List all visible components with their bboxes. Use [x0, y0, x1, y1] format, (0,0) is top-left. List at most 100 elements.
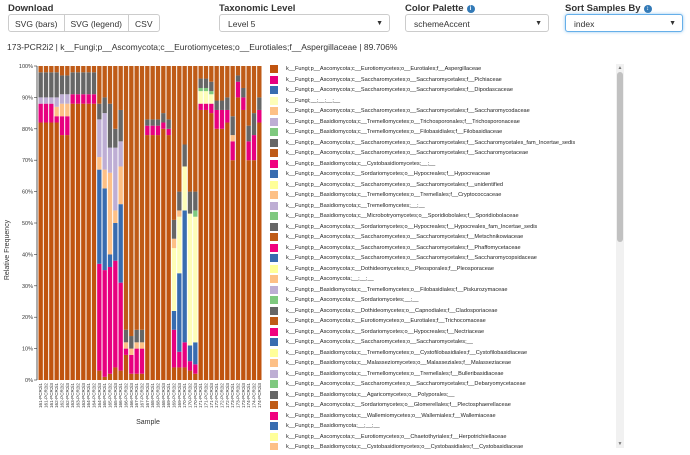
bar-segment[interactable] [70, 66, 75, 73]
bar-segment[interactable] [161, 128, 166, 380]
bar-segment[interactable] [65, 94, 70, 104]
bar-segment[interactable] [118, 141, 123, 167]
bar-segment[interactable] [118, 109, 123, 142]
bar-segment[interactable] [38, 103, 43, 123]
bar-segment[interactable] [102, 270, 107, 377]
bar-segment[interactable] [150, 66, 155, 120]
legend-item[interactable]: k__Fungi;p__Ascomycota;c__Saccharomycete… [270, 106, 530, 116]
bar-segment[interactable] [177, 191, 182, 211]
legend-item[interactable]: k__Fungi;p__Ascomycota;c__Saccharomycete… [270, 180, 503, 190]
bar-segment[interactable] [209, 94, 214, 104]
bar-segment[interactable] [203, 87, 209, 92]
bar-segment[interactable] [193, 66, 198, 192]
bar-segment[interactable] [139, 342, 145, 349]
bar-segment[interactable] [145, 119, 150, 126]
bar-segment[interactable] [118, 204, 123, 283]
bar-segment[interactable] [38, 122, 43, 381]
bar-segment[interactable] [97, 103, 102, 120]
legend-item[interactable]: k__Fungi;p__Basidiomycota;c__Tremellomyc… [270, 285, 507, 295]
color-palette-select[interactable]: schemeAccent ▼ [405, 14, 549, 32]
bar-segment[interactable] [118, 66, 123, 110]
bar-segment[interactable] [81, 103, 86, 381]
bar-segment[interactable] [177, 273, 182, 352]
bar-segment[interactable] [182, 210, 187, 343]
bar-segment[interactable] [161, 66, 166, 114]
legend-item[interactable]: k__Fungi;p__Ascomycota;c__Saccharomycete… [270, 243, 521, 253]
bar-segment[interactable] [155, 135, 161, 380]
legend-item[interactable]: k__Fungi;p__Ascomycota;c__Sordariomycete… [270, 222, 537, 232]
bar-segment[interactable] [225, 97, 230, 110]
bar-segment[interactable] [49, 97, 54, 104]
bar-segment[interactable] [97, 157, 102, 170]
download-svg-bars-button[interactable]: SVG (bars) [8, 14, 65, 32]
legend-item[interactable]: k__Fungi;p__Ascomycota;c__Eurotiomycetes… [270, 432, 506, 442]
bar-segment[interactable] [134, 329, 139, 343]
bar-segment[interactable] [123, 348, 129, 355]
bar-segment[interactable] [65, 135, 70, 380]
legend-item[interactable]: k__Fungi;p__Ascomycota;c__Sordariomycete… [270, 400, 511, 410]
legend-item[interactable]: k__Fungi;p__Basidiomycota;c__Tremellomyc… [270, 127, 502, 137]
bar-segment[interactable] [187, 361, 193, 371]
bar-segment[interactable] [65, 116, 70, 136]
bar-segment[interactable] [198, 87, 203, 92]
bar-segment[interactable] [198, 91, 203, 104]
download-svg-legend-button[interactable]: SVG (legend) [63, 14, 130, 32]
bar-segment[interactable] [257, 122, 262, 381]
bar-segment[interactable] [113, 367, 118, 380]
bar-segment[interactable] [91, 72, 97, 95]
bar-segment[interactable] [198, 103, 203, 110]
bar-segment[interactable] [161, 113, 166, 123]
bar-segment[interactable] [129, 354, 134, 374]
bar-segment[interactable] [91, 66, 97, 73]
legend-item[interactable]: k__Fungi;p__Basidiomycota;c__Tremellomyc… [270, 369, 504, 379]
bar-segment[interactable] [193, 364, 198, 374]
bar-segment[interactable] [166, 135, 171, 380]
bar-segment[interactable] [97, 66, 102, 104]
bar-segment[interactable] [155, 125, 161, 136]
bar-segment[interactable] [86, 103, 91, 381]
bar-segment[interactable] [251, 113, 257, 136]
legend-item[interactable]: k__Fungi;p__Basidiomycota;c__Cystobasidi… [270, 442, 523, 450]
bar-segment[interactable] [230, 116, 235, 136]
bar-segment[interactable] [177, 351, 182, 368]
legend-item[interactable]: k__Fungi;p__Ascomycota;c__Sordariomycete… [270, 327, 484, 337]
bar-segment[interactable] [155, 119, 161, 126]
bar-segment[interactable] [70, 94, 75, 104]
bar-segment[interactable] [209, 66, 214, 82]
bar-segment[interactable] [209, 113, 214, 380]
bar-segment[interactable] [139, 329, 145, 343]
bar-segment[interactable] [134, 342, 139, 349]
legend-item[interactable]: k__Fungi;p__Ascomycota;c__Sordariomycete… [270, 295, 418, 305]
bar-segment[interactable] [139, 348, 145, 374]
bar-segment[interactable] [198, 109, 203, 381]
bar-segment[interactable] [107, 266, 113, 374]
legend-item[interactable]: k__Fungi;p__Basidiomycota;c__Tremellomyc… [270, 348, 527, 358]
bar-segment[interactable] [193, 191, 198, 211]
legend-item[interactable]: k__Fungi;p__Ascomycota;c__Dothideomycete… [270, 264, 494, 274]
bar-segment[interactable] [70, 103, 75, 381]
bar-segment[interactable] [123, 66, 129, 330]
bar-segment[interactable] [113, 128, 118, 148]
bar-segment[interactable] [241, 109, 246, 381]
legend-item[interactable]: k__Fungi;p__Basidiomycota;c__Tremellomyc… [270, 117, 520, 127]
legend-item[interactable]: k__Fungi;p__Basidiomycota;c__Cystobasidi… [270, 159, 435, 169]
bar-segment[interactable] [97, 169, 102, 264]
legend-item[interactable]: k__Fungi;p__Basidiomycota;c__Wallemiomyc… [270, 411, 496, 421]
bar-segment[interactable] [75, 66, 81, 73]
bar-segment[interactable] [166, 66, 171, 120]
bar-segment[interactable] [177, 216, 182, 274]
bar-segment[interactable] [171, 310, 177, 330]
bar-segment[interactable] [182, 66, 187, 145]
bar-segment[interactable] [129, 348, 134, 355]
bar-segment[interactable] [257, 109, 262, 123]
bar-segment[interactable] [193, 373, 198, 380]
bar-segment[interactable] [166, 119, 171, 129]
bar-segment[interactable] [257, 97, 262, 110]
bar-segment[interactable] [75, 72, 81, 95]
bar-segment[interactable] [86, 72, 91, 95]
bar-segment[interactable] [214, 109, 219, 129]
bar-segment[interactable] [134, 348, 139, 374]
bar-segment[interactable] [182, 144, 187, 167]
bar-segment[interactable] [107, 254, 113, 267]
bar-segment[interactable] [102, 188, 107, 271]
